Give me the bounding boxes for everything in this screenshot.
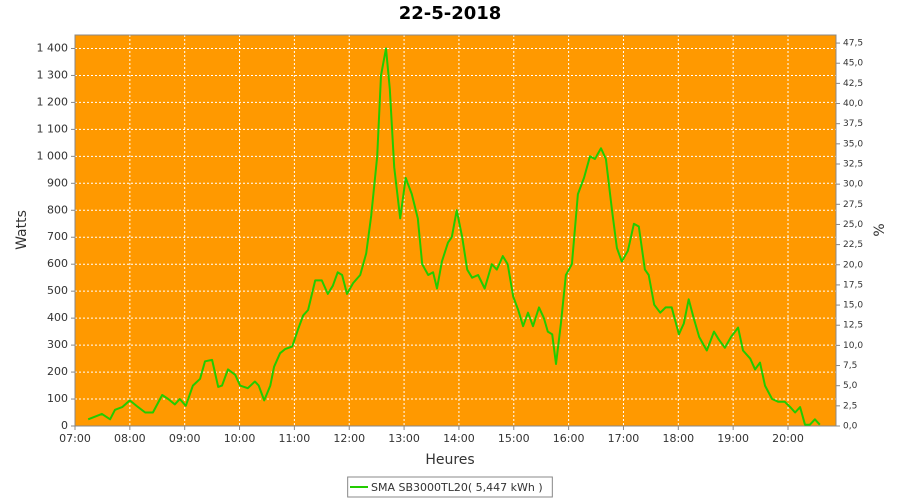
y2-tick-label: 2,5 [843, 401, 857, 411]
y2-tick-label: 35,0 [843, 139, 863, 149]
y2-tick-label: 12,5 [843, 321, 863, 331]
y-tick-label: 600 [47, 257, 68, 270]
x-tick-label: 18:00 [662, 432, 694, 445]
plot-background [75, 35, 836, 426]
y-tick-label: 1 200 [37, 95, 69, 108]
y-tick-label: 1 100 [37, 122, 69, 135]
y2-tick-label: 22,5 [843, 240, 863, 250]
y2-tick-label: 7,5 [843, 361, 857, 371]
x-tick-label: 14:00 [443, 432, 475, 445]
y2-tick-label: 15,0 [843, 301, 863, 311]
y-tick-label: 1 000 [37, 149, 69, 162]
x-tick-label: 19:00 [717, 432, 749, 445]
x-tick-label: 07:00 [59, 432, 91, 445]
x-tick-label: 12:00 [333, 432, 365, 445]
y-tick-label: 700 [47, 230, 68, 243]
y-tick-label: 200 [47, 365, 68, 378]
legend-label: SMA SB3000TL20( 5,447 kWh ) [371, 481, 543, 494]
x-tick-label: 15:00 [498, 432, 530, 445]
y-tick-label: 0 [61, 419, 68, 432]
y-tick-label: 300 [47, 338, 68, 351]
series-line [87, 47, 821, 426]
x-tick-label: 20:00 [772, 432, 804, 445]
y-tick-label: 100 [47, 392, 68, 405]
x-axis-label: Heures [425, 452, 474, 468]
legend-box [347, 476, 553, 498]
y2-tick-label: 30,0 [843, 180, 863, 190]
y-tick-label: 900 [47, 176, 68, 189]
plot-border [74, 34, 837, 427]
y2-tick-label: 10,0 [843, 341, 863, 351]
x-tick-label: 17:00 [608, 432, 640, 445]
chart-title: 22-5-2018 [399, 3, 502, 24]
y-tick-label: 800 [47, 203, 68, 216]
y2-tick-label: 42,5 [843, 79, 863, 89]
y-tick-label: 1 400 [37, 41, 69, 54]
y2-tick-label: 27,5 [843, 200, 863, 210]
y2-tick-label: 5,0 [843, 381, 858, 391]
y2-tick-label: 37,5 [843, 119, 863, 129]
x-tick-label: 08:00 [114, 432, 146, 445]
x-tick-label: 16:00 [553, 432, 585, 445]
x-tick-label: 10:00 [224, 432, 256, 445]
y2-tick-label: 20,0 [843, 260, 863, 270]
x-tick-label: 11:00 [279, 432, 311, 445]
y-tick-label: 1 300 [37, 68, 69, 81]
y2-tick-label: 47,5 [843, 39, 863, 49]
y-axis-label: Watts [14, 210, 30, 250]
y2-tick-label: 40,0 [843, 99, 863, 109]
y2-tick-label: 45,0 [843, 59, 863, 69]
y-tick-label: 400 [47, 311, 68, 324]
y2-axis-label: % [872, 223, 888, 236]
x-tick-label: 13:00 [388, 432, 420, 445]
y2-tick-label: 0,0 [843, 422, 858, 432]
x-tick-label: 09:00 [169, 432, 201, 445]
y-tick-label: 500 [47, 284, 68, 297]
y2-tick-label: 32,5 [843, 159, 863, 169]
y2-tick-label: 17,5 [843, 280, 863, 290]
y2-tick-label: 25,0 [843, 220, 863, 230]
